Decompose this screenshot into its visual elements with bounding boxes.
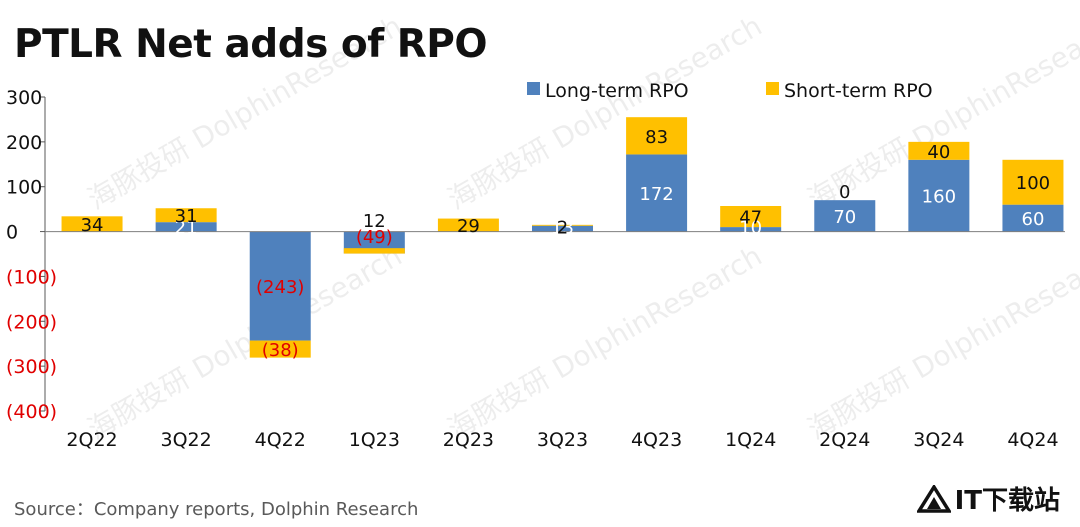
data-label-short-term: (38) bbox=[262, 340, 299, 361]
bar-long-term-rpo bbox=[155, 222, 217, 232]
y-tick-label: 0 bbox=[6, 222, 18, 244]
bar-long-term-rpo bbox=[814, 200, 876, 232]
brand-text: IT下载站 bbox=[954, 486, 1060, 516]
y-tick-label: (200) bbox=[6, 311, 57, 333]
data-label-long-term: (243) bbox=[256, 277, 304, 298]
y-tick-label: (400) bbox=[6, 401, 57, 423]
watermark-text: 海豚投研 DolphinResearch bbox=[442, 239, 768, 446]
bar-short-term-rpo bbox=[437, 218, 499, 232]
x-tick-label: 3Q23 bbox=[537, 429, 588, 451]
y-tick-label: 100 bbox=[6, 177, 42, 199]
bar-long-term-rpo bbox=[1002, 204, 1064, 232]
watermark-text: 海豚投研 DolphinResearch bbox=[442, 9, 768, 216]
chart-title: PTLR Net adds of RPO bbox=[14, 22, 488, 67]
legend: Long-term RPO Short-term RPO bbox=[527, 80, 933, 102]
data-label-long-term: 13 bbox=[551, 218, 574, 239]
legend-label: Short-term RPO bbox=[784, 80, 933, 102]
bar-long-term-rpo bbox=[532, 225, 593, 232]
data-label-long-term: 10 bbox=[739, 218, 762, 239]
bar-short-term-rpo bbox=[1002, 159, 1064, 205]
y-tick-label: (300) bbox=[6, 356, 57, 378]
y-tick-label: 200 bbox=[6, 132, 42, 154]
bar-short-term-rpo bbox=[720, 206, 782, 228]
legend-swatch bbox=[766, 82, 779, 95]
x-tick-label: 3Q22 bbox=[161, 429, 212, 451]
data-label-short-term: 83 bbox=[645, 127, 668, 148]
x-tick-label: 1Q23 bbox=[349, 429, 400, 451]
y-tick-label: (100) bbox=[6, 266, 57, 288]
bar-short-term-rpo bbox=[626, 117, 688, 155]
watermark-text: 海豚投研 DolphinResearch bbox=[82, 239, 408, 446]
x-axis: 2Q22 3Q22 4Q22 1Q23 2Q23 3Q23 4Q23 1Q24 2Q24 3Q24… bbox=[66, 429, 1058, 451]
data-label-short-term: 29 bbox=[457, 216, 480, 237]
x-tick-label: 2Q23 bbox=[443, 429, 494, 451]
data-label-long-term: 160 bbox=[922, 187, 956, 208]
x-tick-label: 2Q22 bbox=[66, 429, 117, 451]
data-label-short-term: 0 bbox=[839, 182, 850, 203]
bar-short-term-rpo bbox=[249, 340, 311, 358]
watermark-text: 海豚投研 DolphinResearch bbox=[82, 9, 408, 216]
y-axis: 300 200 100 0 (100) (200) (300) (400) bbox=[6, 87, 57, 423]
bar-long-term-rpo bbox=[249, 231, 311, 341]
watermark-text: 海豚投研 DolphinResearch bbox=[802, 239, 1080, 446]
brand-logo: IT下载站 bbox=[910, 478, 1066, 519]
bar-short-term-rpo bbox=[343, 248, 405, 254]
data-label-short-term: 40 bbox=[927, 142, 950, 163]
x-tick-label: 4Q24 bbox=[1007, 429, 1058, 451]
data-label-short-term: 100 bbox=[1016, 173, 1050, 194]
y-tick-label: 300 bbox=[6, 87, 42, 109]
data-label-long-term: (49) bbox=[356, 227, 393, 248]
x-tick-label: 4Q22 bbox=[255, 429, 306, 451]
data-label-short-term: 12 bbox=[363, 211, 386, 232]
bar-short-term-rpo bbox=[155, 208, 217, 223]
bar-short-term-rpo bbox=[61, 216, 123, 232]
bar-short-term-rpo bbox=[908, 141, 970, 160]
bar-long-term-rpo bbox=[908, 159, 970, 232]
data-label-long-term: 172 bbox=[639, 184, 673, 205]
x-tick-label: 3Q24 bbox=[913, 429, 964, 451]
triangle-logo-icon bbox=[916, 484, 951, 513]
source-note: Source：Company reports, Dolphin Research bbox=[14, 499, 419, 520]
bar-long-term-rpo bbox=[720, 227, 782, 232]
data-label-long-term: 21 bbox=[175, 218, 198, 239]
data-label-short-term: 34 bbox=[81, 215, 104, 236]
x-tick-label: 4Q23 bbox=[631, 429, 682, 451]
bar-long-term-rpo bbox=[343, 231, 405, 254]
data-label-short-term: 31 bbox=[175, 206, 198, 227]
stacked-bar-chart: 海豚投研 DolphinResearch 海豚投研 DolphinResearch… bbox=[6, 9, 1080, 451]
x-tick-label: 1Q24 bbox=[725, 429, 776, 451]
bar-long-term-rpo bbox=[626, 154, 688, 232]
legend-swatch bbox=[527, 82, 540, 95]
data-label-long-term: 70 bbox=[833, 207, 856, 228]
x-tick-label: 2Q24 bbox=[819, 429, 870, 451]
bar-short-term-rpo bbox=[532, 224, 593, 226]
data-label-short-term: 47 bbox=[739, 208, 762, 229]
legend-label: Long-term RPO bbox=[545, 80, 689, 102]
data-label-long-term: 60 bbox=[1022, 209, 1045, 230]
data-label-short-term: 2 bbox=[557, 218, 568, 239]
